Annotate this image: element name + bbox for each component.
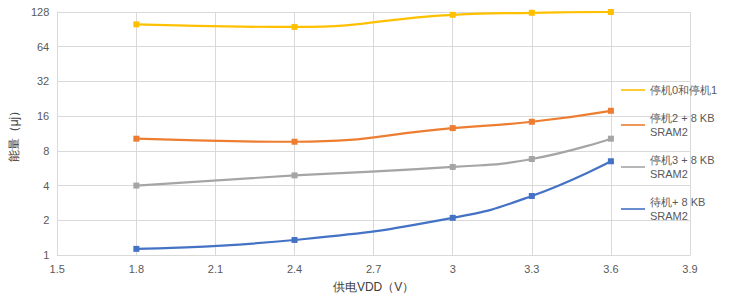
svg-text:2: 2 [43,214,49,226]
svg-text:2.7: 2.7 [366,263,381,275]
svg-text:16: 16 [37,110,49,122]
svg-text:3: 3 [450,263,456,275]
svg-text:SRAM2: SRAM2 [650,168,688,180]
svg-text:32: 32 [37,75,49,87]
svg-text:128: 128 [31,6,49,18]
svg-text:停机3 + 8 KB: 停机3 + 8 KB [650,154,718,166]
svg-text:2.4: 2.4 [287,263,302,275]
svg-text:3.6: 3.6 [603,263,618,275]
svg-text:SRAM2: SRAM2 [650,126,688,138]
svg-text:2.1: 2.1 [208,263,223,275]
svg-text:待机+ 8 KB: 待机+ 8 KB [650,196,708,208]
svg-text:停机2 + 8 KB: 停机2 + 8 KB [650,112,718,124]
svg-text:供电VDD（V）: 供电VDD（V） [333,280,414,294]
svg-text:3.3: 3.3 [524,263,539,275]
svg-text:4: 4 [43,180,49,192]
svg-text:1.5: 1.5 [50,263,65,275]
svg-text:8: 8 [43,145,49,157]
svg-text:64: 64 [37,41,49,53]
svg-text:停机0和停机1: 停机0和停机1 [650,84,717,96]
svg-text:1.8: 1.8 [129,263,144,275]
svg-text:1: 1 [43,249,49,261]
svg-text:3.9: 3.9 [682,263,697,275]
svg-text:能量（μj）: 能量（μj） [7,105,21,163]
svg-text:SRAM2: SRAM2 [650,210,688,222]
